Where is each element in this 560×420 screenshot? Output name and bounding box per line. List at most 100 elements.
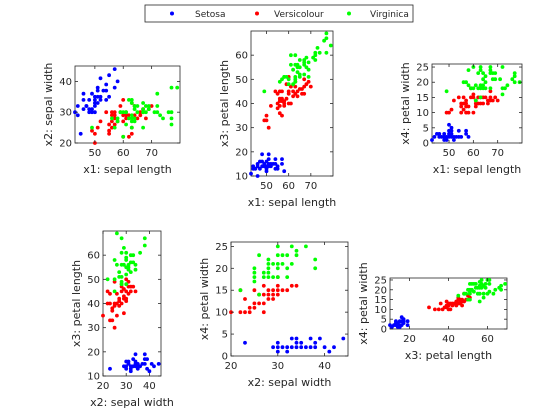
point-versicolour	[124, 113, 128, 118]
point-versicolour	[471, 92, 476, 97]
point-virginica	[284, 75, 289, 79]
point-setosa	[308, 345, 313, 350]
point-virginica	[472, 289, 476, 294]
point-virginica	[297, 72, 302, 77]
point-versicolour	[427, 305, 431, 310]
point-versicolour	[108, 291, 112, 296]
point-versicolour	[461, 107, 466, 112]
point-setosa	[289, 345, 294, 350]
point-virginica	[291, 82, 295, 87]
point-virginica	[468, 297, 472, 302]
point-virginica	[313, 50, 318, 55]
point-setosa	[294, 345, 299, 350]
point-virginica	[135, 104, 140, 108]
point-setosa	[87, 110, 92, 115]
point-virginica	[324, 50, 329, 55]
point-versicolour	[121, 98, 126, 102]
point-versicolour	[275, 288, 280, 293]
point-virginica	[131, 260, 136, 265]
point-setosa	[280, 345, 285, 350]
point-versicolour	[110, 119, 114, 124]
y-tick-label: 30	[59, 108, 72, 119]
point-virginica	[112, 277, 117, 282]
point-setosa	[304, 345, 308, 350]
point-virginica	[456, 293, 461, 298]
point-setosa	[98, 98, 103, 102]
point-versicolour	[306, 79, 311, 84]
point-versicolour	[110, 113, 114, 118]
y-tick-label: 20	[235, 147, 248, 158]
subplot-sepal-length-vs-sepal-width: 50 60 70 20 30 40 x1: sepal length x2: sepal wi…	[42, 63, 181, 176]
point-versicolour	[466, 104, 471, 109]
point-versicolour	[486, 101, 490, 106]
point-setosa	[78, 131, 83, 136]
point-virginica	[119, 236, 124, 241]
point-versicolour	[304, 82, 309, 87]
point-virginica	[144, 110, 148, 115]
point-versicolour	[261, 310, 266, 315]
point-versicolour	[300, 87, 304, 91]
point-setosa	[442, 132, 447, 136]
point-setosa	[149, 362, 154, 366]
point-versicolour	[436, 307, 441, 312]
point-virginica	[115, 116, 120, 121]
point-virginica	[257, 253, 261, 258]
point-setosa	[266, 157, 271, 162]
point-virginica	[141, 125, 146, 130]
point-versicolour	[308, 84, 313, 89]
point-versicolour	[285, 288, 290, 293]
point-setosa	[464, 128, 468, 133]
point-virginica	[311, 55, 315, 60]
point-setosa	[95, 88, 100, 93]
point-setosa	[251, 164, 256, 169]
y-tick-label: 10	[235, 172, 248, 183]
point-versicolour	[284, 96, 289, 101]
point-virginica	[280, 262, 285, 266]
point-setosa	[81, 98, 86, 102]
axes-frame	[230, 241, 349, 357]
point-versicolour	[261, 292, 266, 297]
point-virginica	[117, 270, 122, 274]
point-setosa	[142, 352, 147, 357]
point-setosa	[112, 67, 117, 71]
point-virginica	[289, 262, 294, 266]
point-virginica	[129, 125, 134, 130]
point-virginica	[488, 65, 493, 69]
point-virginica	[129, 98, 134, 102]
y-tick-label: 20	[59, 139, 72, 150]
x-axis-label: x1: sepal length	[83, 163, 172, 176]
point-virginica	[275, 262, 280, 266]
point-setosa	[115, 79, 120, 84]
point-versicolour	[264, 118, 269, 123]
point-versicolour	[107, 128, 111, 133]
point-virginica	[503, 86, 507, 91]
point-virginica	[488, 86, 493, 91]
point-virginica	[155, 110, 160, 115]
point-virginica	[138, 250, 143, 255]
point-virginica	[146, 107, 151, 111]
point-setosa	[156, 362, 161, 366]
point-virginica	[294, 248, 299, 253]
point-virginica	[291, 67, 295, 72]
point-virginica	[302, 58, 307, 62]
point-setosa	[432, 135, 437, 139]
point-setosa	[75, 113, 80, 118]
point-setosa	[112, 85, 117, 90]
point-versicolour	[481, 101, 485, 106]
point-versicolour	[449, 107, 454, 112]
y-tick-label: 25	[374, 275, 387, 286]
x-axis-label: x1: sepal length	[248, 196, 337, 209]
point-virginica	[133, 262, 138, 267]
y-axis-label: x3: petal length	[70, 260, 83, 347]
point-setosa	[98, 76, 103, 81]
point-setosa	[124, 364, 129, 369]
point-virginica	[115, 119, 120, 124]
point-versicolour	[280, 288, 285, 293]
point-versicolour	[119, 289, 124, 294]
point-virginica	[285, 275, 290, 279]
point-virginica	[466, 83, 471, 88]
x-tick-label: 70	[145, 148, 158, 159]
point-virginica	[478, 68, 483, 72]
point-setosa	[401, 317, 406, 322]
